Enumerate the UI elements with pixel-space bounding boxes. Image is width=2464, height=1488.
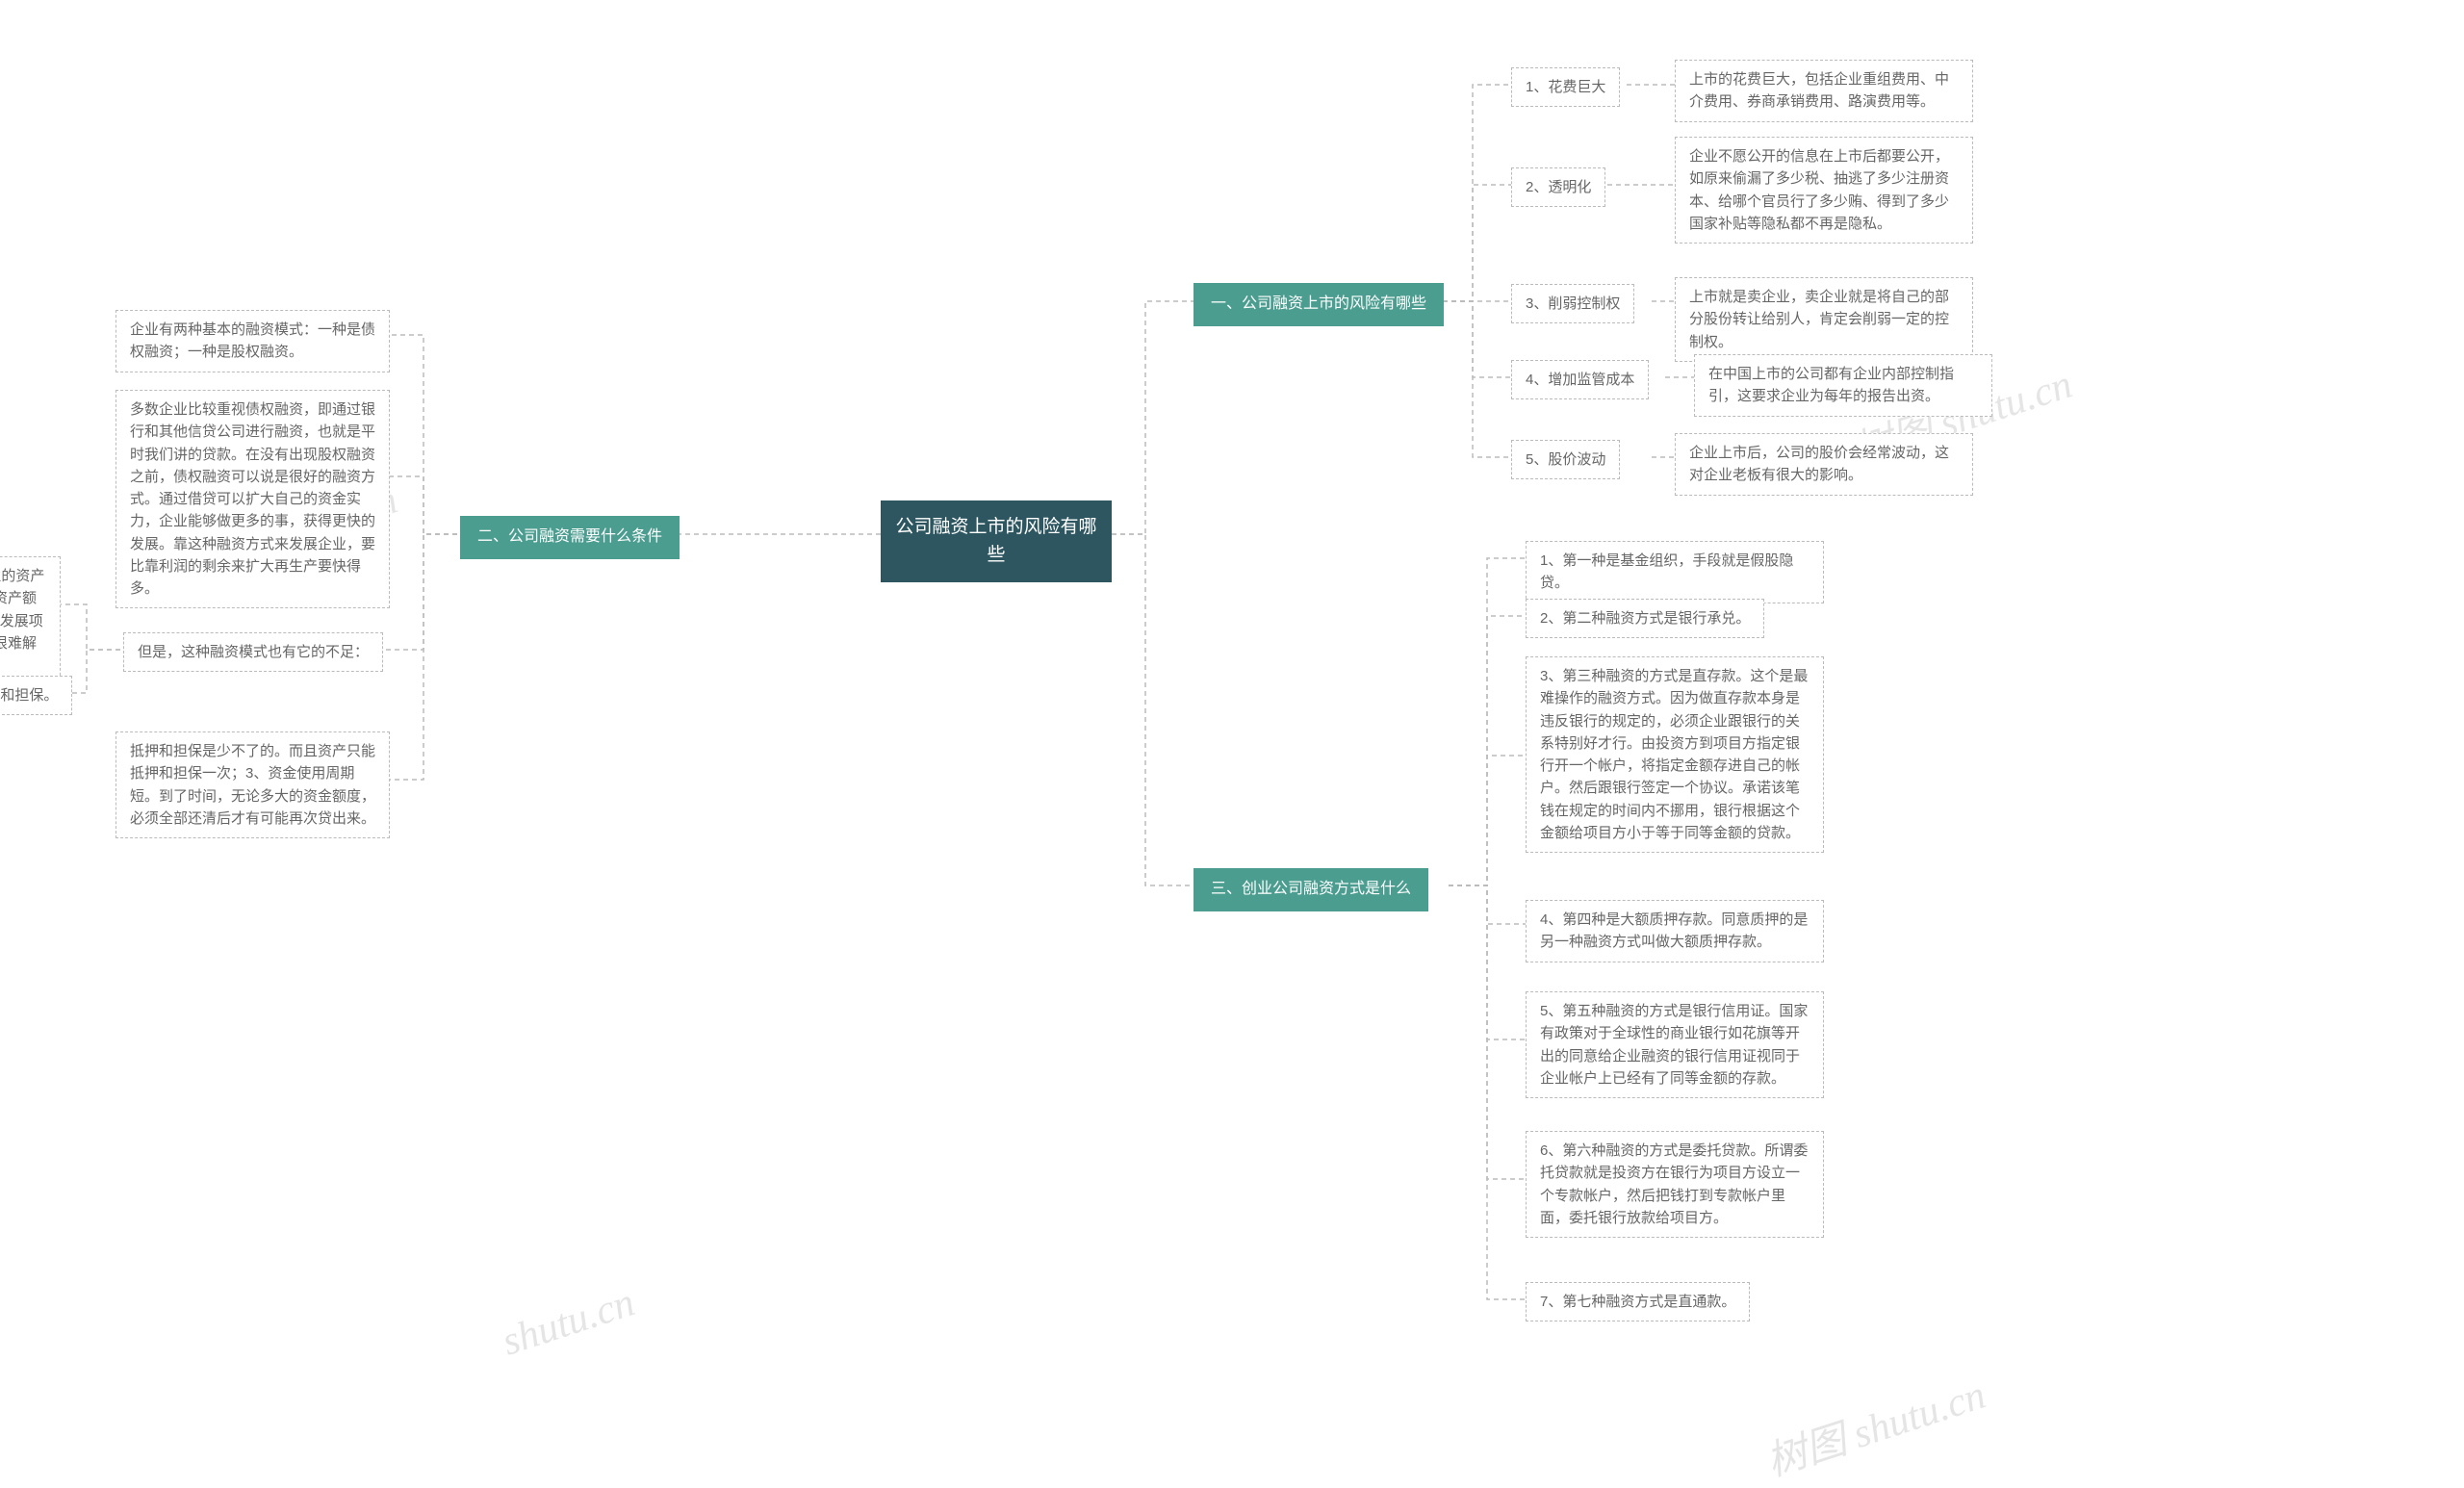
b2-item3-sub2: 2、需要抵押和担保。 <box>0 676 72 715</box>
b1-item4-label: 4、增加监管成本 <box>1511 360 1649 399</box>
b3-item6: 6、第六种融资的方式是委托贷款。所谓委托贷款就是投资方在银行为项目方设立一个专款… <box>1526 1131 1824 1238</box>
branch-2: 二、公司融资需要什么条件 <box>460 516 680 559</box>
watermark: shutu.cn <box>497 1279 640 1365</box>
b3-item4: 4、第四种是大额质押存款。同意质押的是另一种融资方式叫做大额质押存款。 <box>1526 900 1824 962</box>
b2-item3: 但是，这种融资模式也有它的不足： <box>123 632 383 672</box>
watermark: 树图 shutu.cn <box>1758 1362 1991 1488</box>
b3-item2: 2、第二种融资方式是银行承兑。 <box>1526 599 1764 638</box>
b1-item5-label: 5、股价波动 <box>1511 440 1620 479</box>
b2-item2: 多数企业比较重视债权融资，即通过银行和其他信贷公司进行融资，也就是平时我们讲的贷… <box>116 390 390 608</box>
b1-item5-detail: 企业上市后，公司的股价会经常波动，这对企业老板有很大的影响。 <box>1675 433 1973 496</box>
b1-item4-detail: 在中国上市的公司都有企业内部控制指引，这要求企业为每年的报告出资。 <box>1694 354 1992 417</box>
b3-item3: 3、第三种融资的方式是直存款。这个是最难操作的融资方式。因为做直存款本身是违反银… <box>1526 656 1824 853</box>
b3-item7: 7、第七种融资方式是直通款。 <box>1526 1282 1750 1321</box>
branch-1: 一、公司融资上市的风险有哪些 <box>1194 283 1444 326</box>
b3-item1: 1、第一种是基金组织，手段就是假股隐贷。 <box>1526 541 1824 603</box>
b1-item3-detail: 上市就是卖企业，卖企业就是将自己的部分股份转让给别人，肯定会削弱一定的控制权。 <box>1675 277 1973 362</box>
b2-item3-sub1: 1、融资额度校它的额度要和企业的资产总额挂钩的，一般只能达企业净资产额度的50-… <box>0 556 61 685</box>
b3-item5: 5、第五种融资的方式是银行信用证。国家有政策对于全球性的商业银行如花旗等开出的同… <box>1526 991 1824 1098</box>
b1-item2-detail: 企业不愿公开的信息在上市后都要公开，如原来偷漏了多少税、抽逃了多少注册资本、给哪… <box>1675 137 1973 244</box>
b1-item1-label: 1、花费巨大 <box>1511 67 1620 107</box>
branch-3: 三、创业公司融资方式是什么 <box>1194 868 1428 911</box>
b1-item2-label: 2、透明化 <box>1511 167 1605 207</box>
b2-item1: 企业有两种基本的融资模式：一种是债权融资；一种是股权融资。 <box>116 310 390 372</box>
b1-item1-detail: 上市的花费巨大，包括企业重组费用、中介费用、券商承销费用、路演费用等。 <box>1675 60 1973 122</box>
mindmap-root: 公司融资上市的风险有哪些 <box>881 500 1112 582</box>
b2-item4: 抵押和担保是少不了的。而且资产只能抵押和担保一次；3、资金使用周期短。到了时间，… <box>116 731 390 838</box>
b1-item3-label: 3、削弱控制权 <box>1511 284 1634 323</box>
